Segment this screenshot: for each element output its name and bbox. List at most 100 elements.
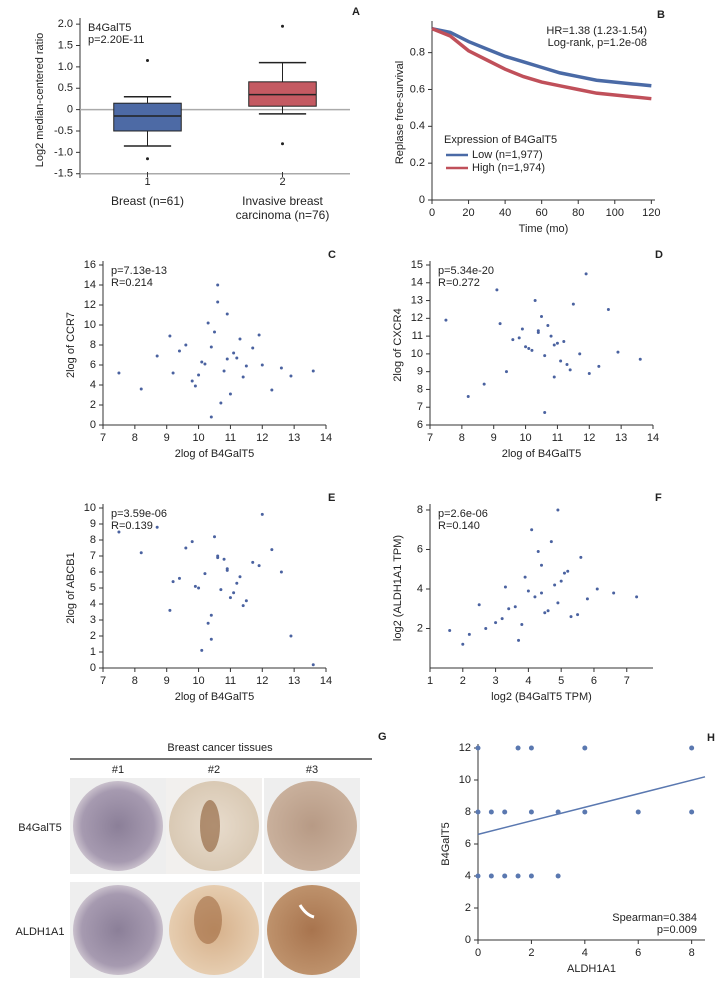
x-tick-label: 100: [606, 207, 624, 219]
x-tick-label: 11: [225, 432, 236, 444]
column-label: #3: [306, 764, 318, 776]
point: [213, 330, 216, 334]
point: [543, 354, 547, 358]
point: [520, 623, 524, 627]
y-tick-label: 6: [90, 566, 96, 578]
x-tick-label: 8: [132, 432, 138, 444]
x-tick-label: 0: [475, 947, 481, 959]
point: [569, 615, 573, 619]
x-tick-label: 7: [100, 675, 106, 687]
column-label: #1: [112, 764, 124, 776]
point: [193, 384, 197, 388]
point: [530, 348, 534, 352]
x-axis-title: 2log of B4GalT5: [175, 691, 255, 703]
point: [616, 350, 620, 354]
point: [540, 591, 543, 595]
point: [568, 368, 572, 372]
y-tick-label: 12: [84, 299, 96, 311]
point: [216, 283, 220, 287]
y-tick-label: 0: [465, 934, 471, 946]
point: [251, 346, 255, 350]
point: [251, 560, 255, 564]
point: [488, 873, 494, 879]
point: [515, 873, 521, 879]
y-axis-title: 2log of CXCR4: [392, 308, 404, 381]
panel-letter: G: [378, 731, 387, 743]
annotation: Spearman=0.384: [612, 912, 697, 924]
point: [559, 579, 563, 583]
x-tick-label: 14: [320, 432, 332, 444]
point: [543, 411, 547, 415]
x-tick-label: 4: [582, 947, 588, 959]
point: [495, 288, 499, 292]
point: [571, 302, 575, 306]
point: [193, 584, 197, 588]
row-label: ALDH1A1: [16, 926, 65, 938]
annotation: p=2.6e-06: [438, 508, 488, 520]
point: [270, 388, 274, 392]
point: [477, 603, 481, 607]
annotation: R=0.214: [111, 277, 153, 289]
annotation: B4GalT5: [88, 22, 131, 34]
point: [638, 357, 642, 361]
y-tick-label: 6: [465, 838, 471, 850]
fit-line: [477, 776, 706, 836]
point: [228, 596, 232, 600]
x-tick-label: 10: [192, 675, 204, 687]
y-tick-label: 11: [412, 330, 423, 342]
point: [461, 642, 465, 646]
point: [566, 569, 570, 573]
annotation: p=0.009: [657, 924, 697, 936]
x-tick-label: 7: [427, 432, 433, 444]
point: [171, 371, 175, 375]
y-axis-title: Replase free-survival: [394, 61, 406, 164]
x-tick-label: 5: [558, 675, 564, 687]
y-tick-label: 2.0: [58, 18, 73, 30]
y-tick-label: 12: [459, 742, 471, 754]
point: [155, 354, 159, 358]
y-axis-title: 2log of ABCB1: [65, 552, 77, 624]
x-tick-label: 6: [591, 675, 597, 687]
y-tick-label: 14: [411, 277, 423, 289]
point: [689, 809, 695, 815]
point: [523, 575, 527, 579]
point: [528, 873, 534, 879]
x-tick-label: 4: [525, 675, 531, 687]
point: [219, 588, 223, 592]
point: [556, 601, 560, 605]
x-tick-label: 120: [642, 207, 660, 219]
point: [467, 632, 471, 636]
point: [311, 663, 315, 667]
x-tick-label: 2: [528, 947, 534, 959]
point: [565, 363, 569, 367]
y-tick-label: 2: [465, 902, 471, 914]
y-tick-label: 0.5: [58, 82, 73, 94]
point: [260, 512, 264, 516]
point: [190, 379, 194, 383]
point: [582, 745, 588, 751]
point: [225, 357, 229, 361]
point: [139, 387, 143, 391]
category-label: Invasive breast carcinoma (n=76): [235, 194, 330, 222]
y-tick-label: 13: [411, 294, 423, 306]
point: [475, 809, 481, 815]
y-tick-label: -1.5: [54, 168, 73, 180]
x-tick-label: 11: [552, 432, 563, 444]
point: [260, 363, 264, 367]
group-label: 2: [279, 176, 285, 188]
point: [552, 343, 556, 347]
x-tick-label: 20: [462, 207, 474, 219]
point: [311, 369, 315, 373]
x-tick-label: 14: [320, 675, 332, 687]
y-tick-label: 5: [90, 582, 96, 594]
point: [241, 375, 245, 379]
x-tick-label: 13: [615, 432, 627, 444]
point: [543, 611, 547, 615]
y-tick-label: 10: [84, 319, 96, 331]
y-tick-label: 2: [90, 399, 96, 411]
point: [232, 591, 236, 595]
point: [238, 337, 242, 341]
point: [228, 392, 232, 396]
point: [689, 745, 695, 751]
